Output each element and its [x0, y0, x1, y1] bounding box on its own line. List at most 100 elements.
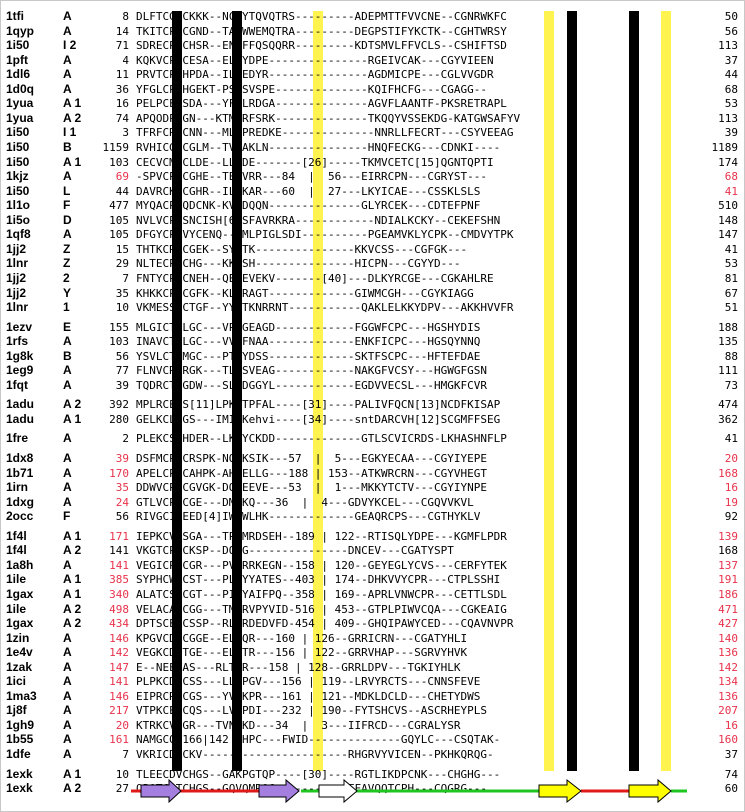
alignment-row: 1tfi A 8 DLFTCGKCKKK--NCTYTQVQTRS---------A…	[1, 9, 744, 24]
strand-arrow-2	[258, 778, 300, 804]
sequence: YSVLCTHMGC---PTSYDSS-------------SKTFSCP…	[136, 349, 481, 363]
start-residue: 170	[109, 466, 129, 480]
alignment-row: 1yua A 2 74 APQODPEGN---KTMVRFSRK----------…	[1, 111, 744, 126]
start-residue: 4	[122, 53, 129, 67]
end-residue: 168	[718, 544, 738, 558]
pdb-id: 1j8f	[6, 703, 27, 718]
sequence: PLPKCDKCSS---LLRPGV---156 | 119--LRVYRCT…	[136, 675, 481, 689]
chain-id: A	[63, 746, 72, 761]
sequence: APELCPACAHPK-AHFELLG---188 | 153--ATKWRC…	[136, 466, 487, 480]
end-residue: 142	[718, 660, 738, 674]
chain-id: A	[63, 674, 72, 689]
chain-id: A	[63, 52, 72, 67]
strand-arrow-5	[628, 778, 672, 804]
alignment-row: 1adu A 1 280 GELKCLHGS---IMINKehvi----[34]-…	[1, 412, 744, 427]
alignment-row: 1i5o D 105 NVLVCPNSNCISH[6]SFAVRKRA--------…	[1, 213, 744, 228]
chain-id: A	[63, 23, 72, 38]
sequence: DAVRCKDCGHR--ILLKAR---60 | 27---LKYICAE-…	[136, 184, 481, 198]
alignment-row: 1ile A 2 498 VELACAACGG---TMRRVPYVID-516 | …	[1, 602, 744, 617]
conserved-cys-column-4	[629, 11, 639, 771]
start-residue: 7	[122, 747, 129, 761]
sequence: YFGLCPFHGEKT-PSFSVSPE--------------KQIFH…	[136, 82, 487, 96]
pdb-id: 1ici	[6, 674, 27, 689]
start-residue: 35	[115, 481, 129, 495]
start-residue: 103	[109, 155, 129, 169]
alignment-row: 1ile A 1 385 SYPHCWRCST---PLMYYATES--403 | …	[1, 572, 744, 587]
alignment-row: 1exk A 1 10 TLEECDVCHGS--GAKPGTQP----[30]--…	[1, 767, 744, 782]
pdb-id: 1adu	[6, 397, 35, 412]
pdb-id: 1eg9	[6, 363, 34, 378]
chain-id: A	[63, 630, 72, 645]
sequence: INAVCTHLGC---VVPFNAA-------------ENKFICP…	[136, 335, 481, 349]
chain-id: L	[63, 183, 71, 198]
start-residue: 3	[122, 126, 129, 140]
start-residue: 147	[109, 660, 129, 674]
pdb-id: 1i50	[6, 183, 30, 198]
chain-id: A	[63, 67, 72, 82]
start-residue: 74	[115, 111, 129, 125]
pdb-id: 1exk	[6, 766, 33, 781]
start-residue: 155	[109, 320, 129, 334]
pdb-id: 1tfi	[6, 9, 24, 23]
end-residue: 44	[724, 68, 738, 82]
start-residue: 27	[115, 782, 129, 795]
end-residue: 50	[724, 10, 738, 23]
chain-id: I 2	[63, 38, 77, 53]
sequence: IEPKCVVSGA---TPVMRDSEH--189 | 122--RTISQ…	[136, 529, 507, 543]
pdb-id: 1i50	[6, 38, 30, 53]
chain-id: A 2	[63, 781, 82, 795]
conserved-cys-column-3	[567, 11, 577, 771]
sequence: TKITCPKCGND--TAYWWEMQTRA---------DEGPSTI…	[136, 24, 507, 38]
end-residue: 60	[724, 782, 738, 795]
alignment-row: 1irn A 35 DDWVCPLCGVGK-DQFEEVE---53 | 1---M…	[1, 480, 744, 495]
pdb-id: 1gax	[6, 616, 34, 630]
strand-arrow-4	[538, 778, 582, 804]
alignment-row: 1jj2 2 7 FNTYCPHCNEH--QEHEVEKV-------[40]--…	[1, 271, 744, 286]
end-residue: 68	[724, 82, 738, 96]
alignment-row: 1dx8 A 39 DSFMCPACRSPK-NQFKSIK---57 | 5---E…	[1, 451, 744, 466]
end-residue: 188	[718, 320, 738, 334]
end-residue: 88	[724, 349, 738, 363]
sequence: PELPCEKSDA---YFVLRDGA--------------AGVFL…	[136, 97, 507, 111]
start-residue: 44	[115, 184, 129, 198]
pdb-id: 1fre	[6, 431, 29, 446]
conserved-cys-column-2	[232, 11, 242, 771]
alignment-row: 1a8h A 141 VEGICPICGR---PVERRKEGN--158 | 12…	[1, 558, 744, 573]
sequence: APQODPEGN---KTMVRFSRK--------------TKQQY…	[136, 111, 521, 125]
pdb-id: 1zin	[6, 630, 30, 645]
start-residue: 29	[115, 257, 129, 271]
pdb-id: 1lnr	[6, 300, 29, 314]
chain-id: A	[63, 494, 72, 509]
end-residue: 56	[724, 24, 738, 38]
pdb-id: 1g8k	[6, 348, 34, 363]
start-residue: 71	[115, 39, 129, 53]
alignment-row: 1lnr Z 29 NLTECPQCHG---KKLSH---------------…	[1, 256, 744, 271]
end-residue: 135	[718, 335, 738, 349]
start-residue: 141	[109, 675, 129, 689]
end-residue: 113	[718, 39, 738, 53]
start-residue: 141	[109, 544, 129, 558]
pdb-id: 1e4v	[6, 645, 33, 660]
alignment-row: 1j8f A 217 VTPKCEDCQS---LVKPDI---232 | 190-…	[1, 703, 744, 718]
sequence: VTPKCEDCQS---LVKPDI---232 | 190--FYTSHCV…	[136, 704, 487, 718]
hydrophobic-column-1	[313, 11, 323, 771]
chain-id: B	[63, 348, 72, 363]
start-residue: 103	[109, 335, 129, 349]
alignment-row: 1dfe A 7 VKRICDKCKV----------------------RH…	[1, 747, 744, 762]
pdb-id: 1qf8	[6, 227, 31, 242]
end-residue: 136	[718, 646, 738, 660]
sequence: SDRECPKCHSR--ENVFFQSQQRR---------KDTSMVL…	[136, 39, 507, 53]
chain-id: A 2	[63, 543, 82, 558]
alignment-row: 1adu A 2 392 MPLRCENS[11]LPKLTPFAL----[31]-…	[1, 397, 744, 412]
pdb-id: 1d0q	[6, 81, 35, 96]
chain-id: 2	[63, 270, 70, 285]
start-residue: 14	[115, 24, 129, 38]
pdb-id: 1ezv	[6, 319, 33, 334]
start-residue: 105	[109, 228, 129, 242]
pdb-id: 1lnr	[6, 256, 29, 271]
end-residue: 20	[724, 452, 738, 465]
pdb-id: 1i50	[6, 154, 30, 169]
alignment-row: 2occ F 56 RIVGCICEED[4]IWFWLHK-------------…	[1, 509, 744, 524]
end-residue: 137	[718, 558, 738, 572]
end-residue: 147	[718, 228, 738, 242]
